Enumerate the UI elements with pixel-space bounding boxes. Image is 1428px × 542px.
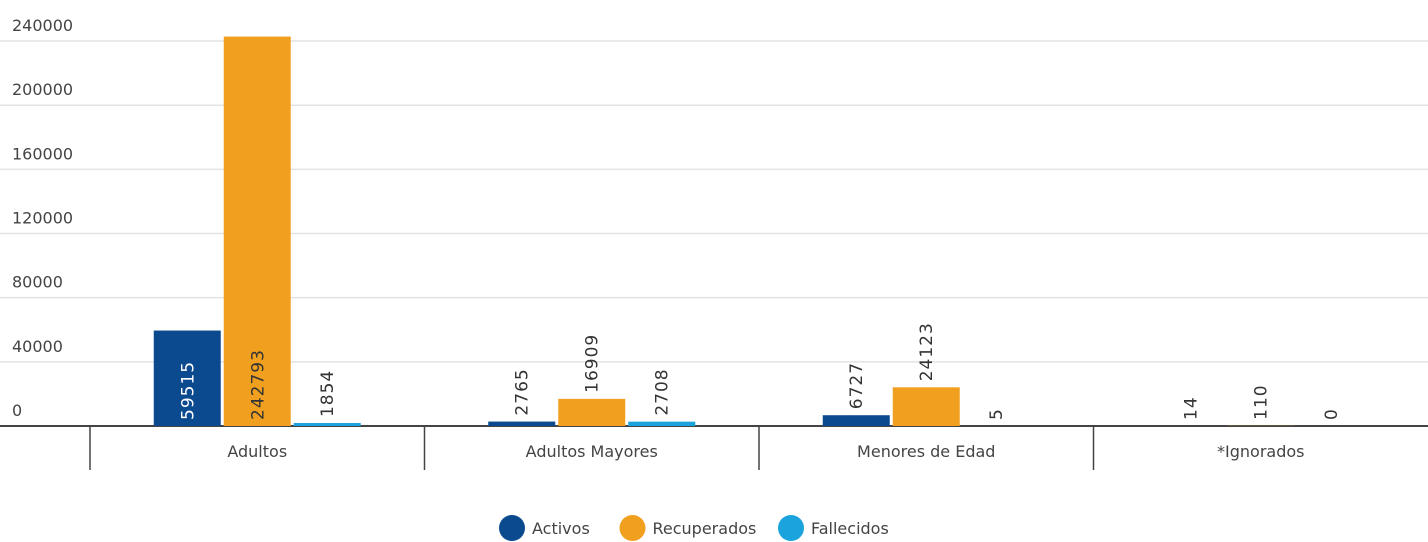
value-label: 59515 <box>178 361 198 420</box>
y-tick-label: 200000 <box>12 80 73 99</box>
x-tick-label: Menores de Edad <box>857 442 995 461</box>
bar <box>558 398 626 426</box>
bar <box>293 423 361 426</box>
y-tick-label: 120000 <box>12 209 73 228</box>
value-label: 6727 <box>847 362 867 409</box>
bar <box>488 421 556 426</box>
legend-marker <box>619 515 646 541</box>
y-tick-label: 0 <box>12 401 22 420</box>
legend-marker <box>499 515 525 541</box>
legend-label: Fallecidos <box>811 519 889 538</box>
y-tick-label: 160000 <box>12 144 73 163</box>
value-label: 2708 <box>653 368 673 415</box>
value-label: 0 <box>1322 408 1342 420</box>
y-tick-label: 40000 <box>12 337 63 356</box>
value-label: 16909 <box>583 334 603 393</box>
value-label: 110 <box>1252 384 1272 419</box>
value-label: 24123 <box>917 322 937 381</box>
x-tick-label: Adultos <box>227 442 287 461</box>
value-label: 5 <box>987 408 1007 420</box>
legend-marker <box>778 515 804 541</box>
value-label: 242793 <box>248 349 268 420</box>
value-label: 1854 <box>318 370 338 417</box>
value-label: 2765 <box>513 368 533 415</box>
bar <box>822 415 890 426</box>
y-tick-label: 240000 <box>12 16 73 35</box>
x-tick-label: *Ignorados <box>1217 442 1304 461</box>
bar <box>892 387 960 426</box>
bar <box>223 36 291 426</box>
value-label: 14 <box>1182 396 1202 420</box>
legend-label: Activos <box>532 519 590 538</box>
bar <box>628 421 696 426</box>
legend-label: Recuperados <box>653 519 757 538</box>
x-tick-label: Adultos Mayores <box>526 442 658 461</box>
y-tick-label: 80000 <box>12 273 63 292</box>
bar <box>153 330 221 426</box>
